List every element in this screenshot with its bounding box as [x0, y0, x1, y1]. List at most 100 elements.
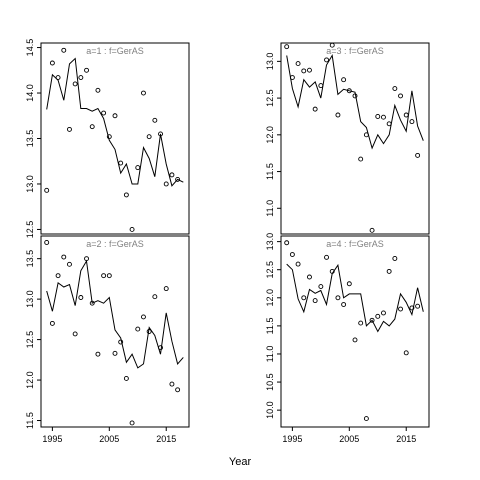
panel-1: a=1 : f=GerAS 12.5 13.0 13.5 14.0 14.5 [25, 39, 190, 238]
observed-point [44, 187, 50, 193]
observed-point [89, 124, 95, 130]
y-tick-label: 11.5 [265, 163, 275, 180]
observed-point [301, 68, 307, 74]
observed-point [44, 240, 50, 245]
observed-point [112, 350, 118, 356]
y-tick-label: 12.0 [265, 126, 275, 144]
observed-point [129, 227, 135, 232]
fitted-line [46, 259, 184, 369]
observed-point [135, 326, 141, 332]
observed-point [55, 273, 61, 279]
y-tick-label: 12.0 [265, 289, 275, 307]
fitted-line [286, 54, 424, 150]
y-tick-label: 13.5 [25, 250, 35, 268]
observed-point [55, 75, 61, 81]
observed-point [329, 42, 335, 48]
x-tick-label: 2005 [339, 434, 359, 444]
x-tick-label: 2015 [396, 434, 416, 444]
observed-point [381, 310, 386, 316]
observed-point [335, 295, 341, 301]
observed-point [61, 47, 67, 53]
observed-point [106, 273, 112, 279]
observed-point [307, 67, 312, 73]
y-tick-label: 13.5 [25, 130, 35, 148]
observed-point [72, 331, 78, 337]
observed-point [409, 305, 415, 311]
y-tick-label: 13.0 [25, 175, 35, 193]
observed-point [341, 77, 347, 83]
observed-point [78, 75, 84, 81]
observed-point [318, 284, 324, 290]
panel-title: a=3 : f=GerAS [326, 46, 384, 56]
observed-point [312, 298, 318, 304]
observed-point [392, 256, 398, 261]
observed-point [312, 106, 318, 112]
panel-frame [40, 235, 190, 428]
observed-point [78, 295, 84, 300]
x-tick-label: 2015 [156, 434, 176, 444]
observed-point [289, 252, 295, 257]
observed-point [352, 337, 358, 343]
observed-point [295, 61, 301, 67]
observed-point [129, 420, 135, 426]
y-tick-label: 11.0 [265, 346, 275, 363]
observed-point [135, 165, 141, 171]
y-tick-label: 12.5 [25, 331, 35, 349]
observed-point [409, 119, 415, 125]
observed-point [101, 273, 107, 279]
observed-point [403, 350, 409, 356]
y-tick-label: 14.5 [25, 39, 35, 57]
observed-point [152, 117, 158, 123]
y-tick-label: 13.0 [25, 290, 35, 308]
observed-point [175, 387, 181, 393]
observed-point [335, 112, 341, 118]
observed-point [84, 67, 89, 73]
observed-point [341, 302, 347, 307]
observed-point [324, 254, 329, 260]
observed-point [95, 87, 101, 93]
observed-point [381, 114, 386, 120]
fitted-line [46, 57, 184, 187]
panel-frame [280, 235, 430, 428]
observed-point [398, 306, 403, 312]
panel-title: a=4 : f=GerAS [326, 239, 384, 249]
fitted-line [286, 263, 424, 333]
observed-point [123, 192, 129, 198]
observed-point [61, 254, 67, 260]
observed-point [169, 381, 175, 387]
observed-point [415, 152, 421, 158]
y-tick-label: 11.0 [265, 200, 275, 217]
y-tick-label: 13.0 [265, 233, 275, 251]
observed-point [49, 60, 55, 66]
observed-point [284, 240, 290, 246]
observed-point [67, 261, 72, 267]
observed-point [346, 281, 352, 287]
observed-point [363, 416, 369, 422]
panel-3: a=2 : f=GerAS 11.5 12.0 12.5 13.0 13.5 1995 200… [25, 235, 190, 444]
y-tick-label: 11.5 [25, 412, 35, 429]
observed-point [123, 375, 129, 381]
observed-point [112, 113, 118, 119]
observed-point [141, 314, 146, 320]
x-axis-label: Year [228, 456, 252, 468]
observed-point [386, 268, 392, 274]
x-tick-label: 1995 [42, 434, 62, 444]
y-tick-label: 13.0 [265, 53, 275, 71]
observed-point [101, 110, 107, 116]
observed-point [141, 90, 146, 96]
observed-point [369, 317, 375, 323]
observed-point [67, 126, 72, 132]
observed-point [49, 320, 55, 326]
observed-point [284, 44, 290, 50]
observed-point [392, 86, 398, 91]
observed-point [163, 286, 169, 292]
panel-title: a=2 : f=GerAS [86, 239, 144, 249]
observed-point [118, 160, 124, 166]
observed-point [295, 261, 301, 267]
observed-point [403, 112, 409, 118]
x-tick-label: 2005 [99, 434, 119, 444]
observed-point [369, 227, 375, 233]
y-tick-label: 12.5 [265, 89, 275, 107]
observed-point [301, 295, 307, 301]
